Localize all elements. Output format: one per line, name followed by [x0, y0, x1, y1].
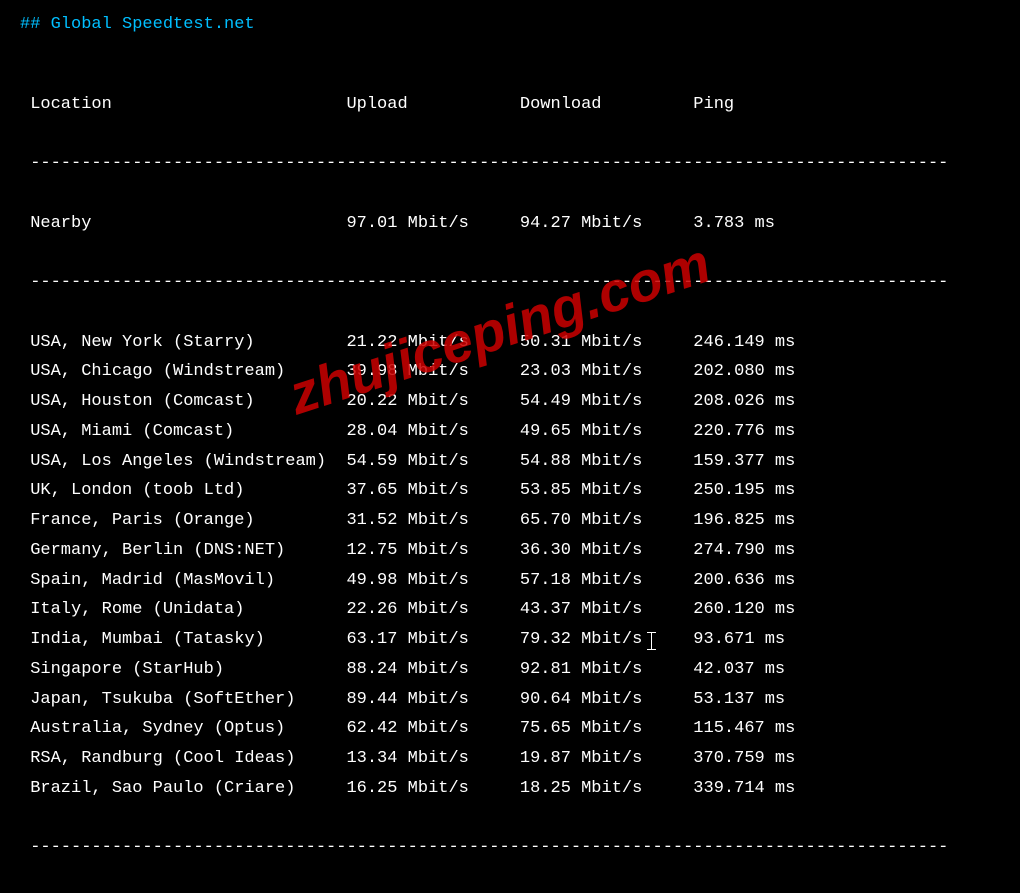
- table-row: Spain, Madrid (MasMovil) 49.98 Mbit/s 57…: [20, 566, 1000, 596]
- table-row: Australia, Sydney (Optus) 62.42 Mbit/s 7…: [20, 714, 1000, 744]
- divider-top: ----------------------------------------…: [20, 149, 1000, 179]
- divider-mid: ----------------------------------------…: [20, 268, 1000, 298]
- nearby-row: Nearby 97.01 Mbit/s 94.27 Mbit/s 3.783 m…: [20, 209, 1000, 239]
- table-row: Singapore (StarHub) 88.24 Mbit/s 92.81 M…: [20, 655, 1000, 685]
- table-row: Brazil, Sao Paulo (Criare) 16.25 Mbit/s …: [20, 774, 1000, 804]
- table-row: USA, Miami (Comcast) 28.04 Mbit/s 49.65 …: [20, 417, 1000, 447]
- table-rows: USA, New York (Starry) 21.22 Mbit/s 50.3…: [20, 328, 1000, 804]
- table-row: India, Mumbai (Tatasky) 63.17 Mbit/s 79.…: [20, 625, 1000, 655]
- table-row: USA, Chicago (Windstream) 39.98 Mbit/s 2…: [20, 357, 1000, 387]
- table-row: UK, London (toob Ltd) 37.65 Mbit/s 53.85…: [20, 476, 1000, 506]
- table-row: France, Paris (Orange) 31.52 Mbit/s 65.7…: [20, 506, 1000, 536]
- table-row: Germany, Berlin (DNS:NET) 12.75 Mbit/s 3…: [20, 536, 1000, 566]
- terminal-title: ## Global Speedtest.net: [20, 10, 1000, 40]
- table-row: USA, New York (Starry) 21.22 Mbit/s 50.3…: [20, 328, 1000, 358]
- table-header-row: Location Upload Download Ping: [20, 90, 1000, 120]
- speedtest-table: Location Upload Download Ping ----------…: [20, 60, 1000, 893]
- table-row: USA, Los Angeles (Windstream) 54.59 Mbit…: [20, 447, 1000, 477]
- table-row: RSA, Randburg (Cool Ideas) 13.34 Mbit/s …: [20, 744, 1000, 774]
- table-row: USA, Houston (Comcast) 20.22 Mbit/s 54.4…: [20, 387, 1000, 417]
- divider-bottom: ----------------------------------------…: [20, 833, 1000, 863]
- table-row: Italy, Rome (Unidata) 22.26 Mbit/s 43.37…: [20, 595, 1000, 625]
- table-row: Japan, Tsukuba (SoftEther) 89.44 Mbit/s …: [20, 685, 1000, 715]
